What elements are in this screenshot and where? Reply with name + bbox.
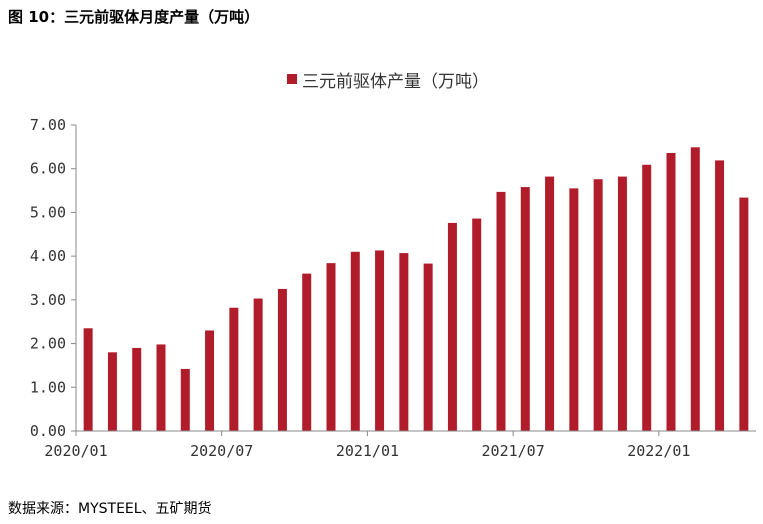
bars [83,147,749,431]
x-tick-label: 2021/01 [336,442,399,460]
figure-source: 数据来源：MYSTEEL、五矿期货 [8,501,212,517]
bar [375,250,385,431]
bar [715,160,725,431]
bar [107,352,117,431]
bar [642,164,652,431]
bar [83,328,93,431]
bar [472,218,482,431]
y-axis: 0.00 1.00 2.00 3.00 4.00 5.00 6.00 7.00 [30,116,77,440]
bar [132,347,142,431]
bar [253,298,263,431]
bar [399,253,409,431]
bar [496,191,506,431]
y-tick-label: 0.00 [30,422,66,440]
bar [326,263,336,431]
bar [739,197,749,431]
bar [180,368,190,431]
x-tick-label: 2020/01 [44,442,107,460]
x-tick-label: 2020/07 [190,442,253,460]
figure-title: 图 10：三元前驱体月度产量（万吨） [8,8,260,26]
bar [520,187,530,431]
bar [666,152,676,431]
bar [617,176,627,431]
bar [447,222,457,431]
bar [423,263,433,431]
x-axis: 2020/01 2020/07 2021/01 2021/07 2022/01 [44,430,756,460]
y-tick-label: 5.00 [30,203,66,221]
legend-label: 三元前驱体产量（万吨） [302,72,489,92]
y-tick-label: 2.00 [30,335,66,353]
bar [277,288,287,431]
legend: 三元前驱体产量（万吨） [287,72,489,92]
bar [205,330,215,431]
bar [593,179,603,431]
bar [350,251,360,431]
y-tick-label: 6.00 [30,160,66,178]
bar [156,344,166,431]
y-tick-label: 7.00 [30,116,66,134]
bar [229,307,239,431]
y-tick-label: 1.00 [30,378,66,396]
x-tick-label: 2022/01 [627,442,690,460]
legend-swatch [287,74,297,84]
y-tick-label: 3.00 [30,291,66,309]
y-tick-label: 4.00 [30,247,66,265]
bar [690,147,700,431]
bar [302,273,312,431]
x-tick-label: 2021/07 [482,442,545,460]
bar [569,188,579,431]
bar [545,176,555,431]
